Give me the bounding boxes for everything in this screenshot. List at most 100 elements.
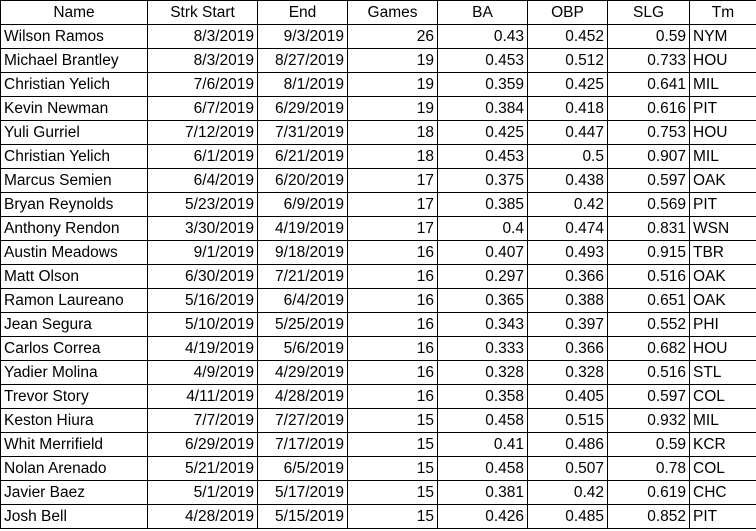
cell-slg[interactable]: 0.915 — [607, 240, 690, 265]
cell-name[interactable]: Ramon Laureano — [0, 288, 148, 313]
cell-name[interactable]: Christian Yelich — [0, 144, 148, 169]
cell-strk-start[interactable]: 5/16/2019 — [147, 288, 258, 313]
cell-obp[interactable]: 0.5 — [527, 144, 608, 169]
cell-games[interactable]: 18 — [347, 120, 438, 145]
cell-slg[interactable]: 0.852 — [607, 504, 690, 529]
cell-end[interactable]: 6/21/2019 — [257, 144, 348, 169]
cell-tm[interactable]: MIL — [689, 144, 756, 169]
cell-ba[interactable]: 0.375 — [437, 168, 528, 193]
cell-games[interactable]: 16 — [347, 336, 438, 361]
cell-end[interactable]: 5/15/2019 — [257, 504, 348, 529]
cell-end[interactable]: 5/17/2019 — [257, 480, 348, 505]
cell-name[interactable]: Josh Bell — [0, 504, 148, 529]
cell-end[interactable]: 9/18/2019 — [257, 240, 348, 265]
cell-slg[interactable]: 0.682 — [607, 336, 690, 361]
cell-obp[interactable]: 0.328 — [527, 360, 608, 385]
cell-games[interactable]: 16 — [347, 384, 438, 409]
header-tm[interactable]: Tm — [689, 0, 756, 25]
cell-slg[interactable]: 0.641 — [607, 72, 690, 97]
cell-games[interactable]: 19 — [347, 96, 438, 121]
cell-end[interactable]: 9/3/2019 — [257, 24, 348, 49]
cell-obp[interactable]: 0.418 — [527, 96, 608, 121]
cell-slg[interactable]: 0.932 — [607, 408, 690, 433]
cell-games[interactable]: 15 — [347, 408, 438, 433]
cell-end[interactable]: 6/9/2019 — [257, 192, 348, 217]
cell-name[interactable]: Marcus Semien — [0, 168, 148, 193]
cell-end[interactable]: 4/29/2019 — [257, 360, 348, 385]
cell-strk-start[interactable]: 4/28/2019 — [147, 504, 258, 529]
cell-strk-start[interactable]: 6/7/2019 — [147, 96, 258, 121]
cell-tm[interactable]: OAK — [689, 264, 756, 289]
cell-strk-start[interactable]: 6/29/2019 — [147, 432, 258, 457]
cell-tm[interactable]: PIT — [689, 192, 756, 217]
cell-games[interactable]: 19 — [347, 72, 438, 97]
header-slg[interactable]: SLG — [607, 0, 690, 25]
cell-strk-start[interactable]: 4/9/2019 — [147, 360, 258, 385]
cell-tm[interactable]: STL — [689, 360, 756, 385]
cell-strk-start[interactable]: 9/1/2019 — [147, 240, 258, 265]
cell-ba[interactable]: 0.458 — [437, 456, 528, 481]
cell-tm[interactable]: WSN — [689, 216, 756, 241]
cell-games[interactable]: 16 — [347, 240, 438, 265]
cell-tm[interactable]: HOU — [689, 336, 756, 361]
cell-slg[interactable]: 0.651 — [607, 288, 690, 313]
cell-end[interactable]: 6/4/2019 — [257, 288, 348, 313]
cell-strk-start[interactable]: 5/1/2019 — [147, 480, 258, 505]
cell-strk-start[interactable]: 5/23/2019 — [147, 192, 258, 217]
cell-obp[interactable]: 0.474 — [527, 216, 608, 241]
cell-strk-start[interactable]: 4/19/2019 — [147, 336, 258, 361]
cell-slg[interactable]: 0.907 — [607, 144, 690, 169]
cell-ba[interactable]: 0.333 — [437, 336, 528, 361]
cell-games[interactable]: 16 — [347, 360, 438, 385]
cell-ba[interactable]: 0.359 — [437, 72, 528, 97]
cell-obp[interactable]: 0.388 — [527, 288, 608, 313]
header-end[interactable]: End — [257, 0, 348, 25]
cell-ba[interactable]: 0.358 — [437, 384, 528, 409]
cell-end[interactable]: 6/5/2019 — [257, 456, 348, 481]
header-ba[interactable]: BA — [437, 0, 528, 25]
cell-games[interactable]: 17 — [347, 168, 438, 193]
cell-name[interactable]: Bryan Reynolds — [0, 192, 148, 217]
cell-slg[interactable]: 0.597 — [607, 384, 690, 409]
cell-strk-start[interactable]: 5/21/2019 — [147, 456, 258, 481]
cell-slg[interactable]: 0.753 — [607, 120, 690, 145]
cell-tm[interactable]: PIT — [689, 96, 756, 121]
cell-obp[interactable]: 0.397 — [527, 312, 608, 337]
cell-ba[interactable]: 0.41 — [437, 432, 528, 457]
cell-end[interactable]: 7/31/2019 — [257, 120, 348, 145]
cell-obp[interactable]: 0.366 — [527, 264, 608, 289]
cell-obp[interactable]: 0.366 — [527, 336, 608, 361]
cell-tm[interactable]: COL — [689, 384, 756, 409]
cell-tm[interactable]: PIT — [689, 504, 756, 529]
cell-strk-start[interactable]: 6/4/2019 — [147, 168, 258, 193]
cell-slg[interactable]: 0.59 — [607, 24, 690, 49]
cell-ba[interactable]: 0.407 — [437, 240, 528, 265]
cell-tm[interactable]: NYM — [689, 24, 756, 49]
cell-obp[interactable]: 0.452 — [527, 24, 608, 49]
cell-strk-start[interactable]: 6/1/2019 — [147, 144, 258, 169]
cell-strk-start[interactable]: 6/30/2019 — [147, 264, 258, 289]
cell-slg[interactable]: 0.516 — [607, 264, 690, 289]
cell-tm[interactable]: MIL — [689, 408, 756, 433]
cell-games[interactable]: 15 — [347, 504, 438, 529]
cell-obp[interactable]: 0.485 — [527, 504, 608, 529]
cell-end[interactable]: 8/1/2019 — [257, 72, 348, 97]
cell-ba[interactable]: 0.384 — [437, 96, 528, 121]
cell-games[interactable]: 19 — [347, 48, 438, 73]
cell-name[interactable]: Jean Segura — [0, 312, 148, 337]
cell-games[interactable]: 18 — [347, 144, 438, 169]
cell-name[interactable]: Kevin Newman — [0, 96, 148, 121]
cell-obp[interactable]: 0.405 — [527, 384, 608, 409]
header-games[interactable]: Games — [347, 0, 438, 25]
cell-ba[interactable]: 0.365 — [437, 288, 528, 313]
cell-obp[interactable]: 0.42 — [527, 192, 608, 217]
cell-ba[interactable]: 0.453 — [437, 144, 528, 169]
cell-obp[interactable]: 0.447 — [527, 120, 608, 145]
cell-games[interactable]: 16 — [347, 288, 438, 313]
cell-obp[interactable]: 0.486 — [527, 432, 608, 457]
cell-slg[interactable]: 0.733 — [607, 48, 690, 73]
cell-name[interactable]: Wilson Ramos — [0, 24, 148, 49]
cell-games[interactable]: 16 — [347, 264, 438, 289]
cell-obp[interactable]: 0.438 — [527, 168, 608, 193]
cell-tm[interactable]: COL — [689, 456, 756, 481]
